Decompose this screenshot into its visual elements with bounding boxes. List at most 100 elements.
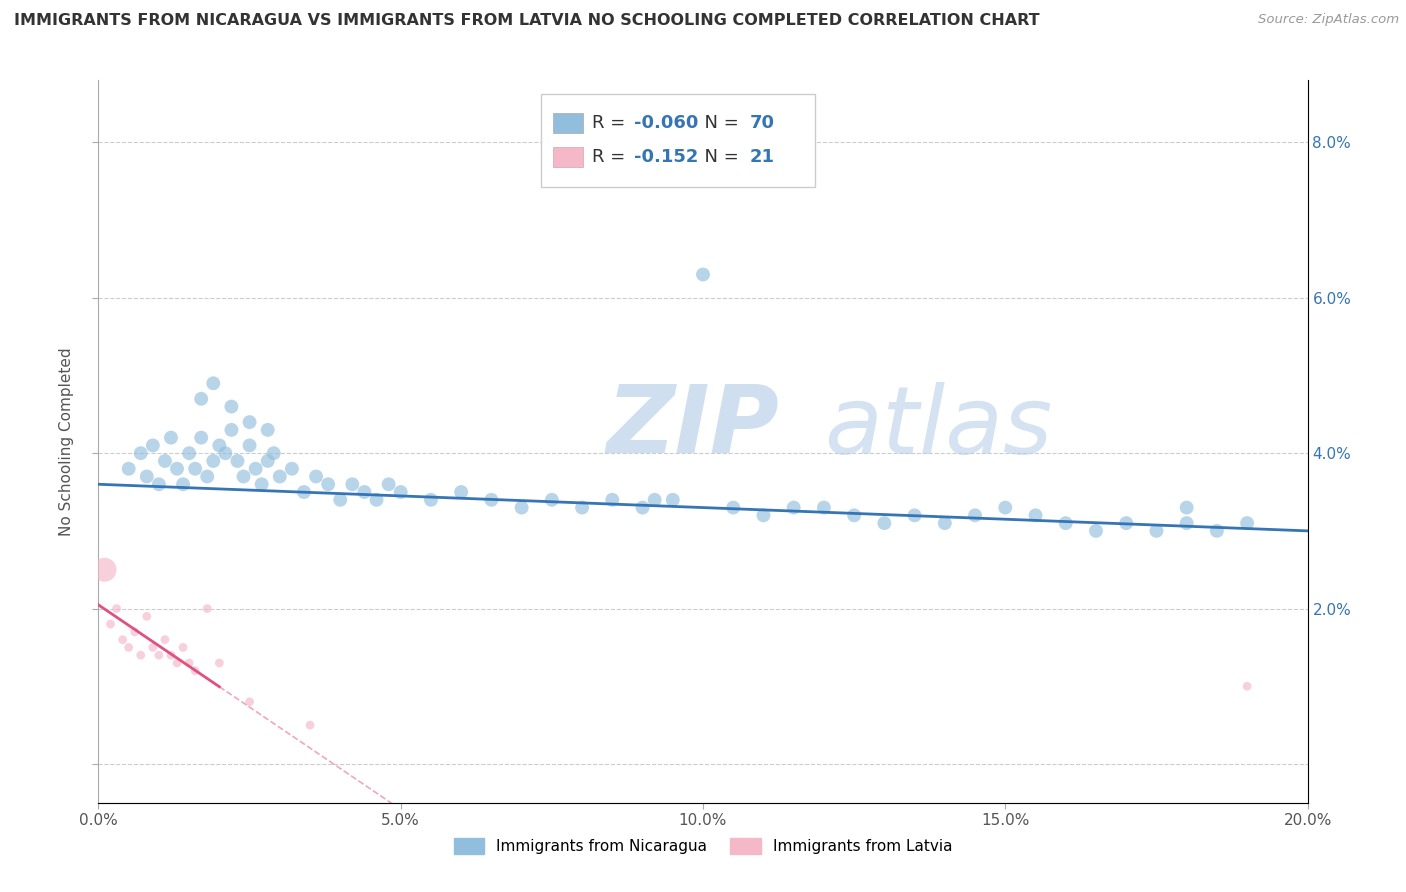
Point [172,477,194,491]
Text: R =: R = [592,148,631,166]
Point [250,477,273,491]
Text: atlas: atlas [824,382,1052,473]
Point [292,485,315,500]
Point [692,268,714,282]
Point [1236,516,1258,530]
Point [994,500,1017,515]
Point [256,423,278,437]
Text: R =: R = [592,114,631,132]
Point [783,500,806,515]
Point [148,477,170,491]
Point [316,477,339,491]
Point [450,485,472,500]
Point [195,469,218,483]
Point [179,446,201,460]
Point [184,664,207,678]
Point [1085,524,1108,538]
Point [661,492,683,507]
Point [105,601,128,615]
Point [184,461,207,475]
Point [160,648,183,663]
Point [118,461,141,475]
Point [124,624,146,639]
Point [1175,500,1198,515]
Point [93,563,115,577]
Point [1024,508,1046,523]
Point [752,508,775,523]
Point [129,648,152,663]
Point [299,718,322,732]
Point [135,609,157,624]
Point [179,656,201,670]
Point [263,446,285,460]
Point [1206,524,1229,538]
Point [142,438,165,452]
Point [904,508,927,523]
Text: 21: 21 [749,148,775,166]
Point [239,438,262,452]
Point [129,446,152,460]
Point [540,492,562,507]
Point [221,400,243,414]
Point [142,640,165,655]
Point [239,415,262,429]
Point [148,648,170,663]
Point [153,454,176,468]
Point [166,656,188,670]
Point [239,695,262,709]
Point [1144,524,1167,538]
Point [100,617,122,632]
Point [190,431,212,445]
Point [135,469,157,483]
Text: 70: 70 [749,114,775,132]
Point [644,492,666,507]
Point [965,508,987,523]
Point [221,423,243,437]
Text: -0.152: -0.152 [634,148,699,166]
Point [813,500,835,515]
Point [232,469,254,483]
Point [166,461,188,475]
Point [510,500,533,515]
Point [153,632,176,647]
Point [420,492,443,507]
Point [111,632,134,647]
Legend: Immigrants from Nicaragua, Immigrants from Latvia: Immigrants from Nicaragua, Immigrants fr… [447,832,959,860]
Point [245,461,267,475]
Point [571,500,593,515]
Point [844,508,866,523]
Text: N =: N = [693,148,745,166]
Point [342,477,364,491]
Point [366,492,388,507]
Text: Source: ZipAtlas.com: Source: ZipAtlas.com [1258,13,1399,27]
Point [256,454,278,468]
Point [631,500,654,515]
Point [353,485,375,500]
Point [172,640,194,655]
Point [305,469,328,483]
Point [389,485,412,500]
Point [226,454,249,468]
Point [1175,516,1198,530]
Point [118,640,141,655]
Point [195,601,218,615]
Text: N =: N = [693,114,745,132]
Point [160,431,183,445]
Text: ZIP: ZIP [606,381,779,473]
Point [1115,516,1137,530]
Point [377,477,399,491]
Point [208,438,231,452]
Y-axis label: No Schooling Completed: No Schooling Completed [59,347,75,536]
Point [214,446,236,460]
Point [1236,679,1258,693]
Point [202,454,225,468]
Point [281,461,304,475]
Point [602,492,624,507]
Text: -0.060: -0.060 [634,114,699,132]
Point [873,516,896,530]
Point [269,469,291,483]
Text: IMMIGRANTS FROM NICARAGUA VS IMMIGRANTS FROM LATVIA NO SCHOOLING COMPLETED CORRE: IMMIGRANTS FROM NICARAGUA VS IMMIGRANTS … [14,13,1039,29]
Point [723,500,745,515]
Point [1054,516,1077,530]
Point [329,492,352,507]
